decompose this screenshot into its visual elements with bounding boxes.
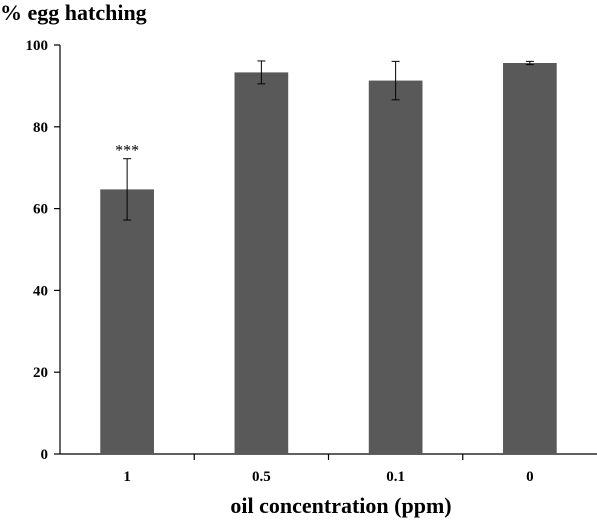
- x-tick-label: 0.1: [386, 469, 405, 485]
- x-tick-label: 0.5: [252, 469, 271, 485]
- x-axis-label: oil concentration (ppm): [230, 493, 451, 518]
- bar: [503, 62, 557, 454]
- bar: [368, 80, 423, 454]
- y-tick-label: 100: [26, 38, 49, 54]
- bar: [100, 189, 154, 454]
- y-tick-label: 20: [33, 365, 48, 381]
- x-tick-label: 0: [526, 469, 534, 485]
- significance-annotation: ***: [115, 143, 139, 160]
- y-tick-label: 80: [33, 120, 48, 136]
- plot-area: 0 20 40 60 80 100 *** 1 0.5 0.1 0: [26, 38, 597, 485]
- bar: [234, 72, 289, 454]
- y-axis-label: % egg hatching: [0, 0, 147, 25]
- y-tick-label: 0: [41, 447, 49, 463]
- y-tick-label: 60: [33, 202, 48, 218]
- y-tick-label: 40: [33, 283, 48, 299]
- x-tick-label: 1: [123, 469, 131, 485]
